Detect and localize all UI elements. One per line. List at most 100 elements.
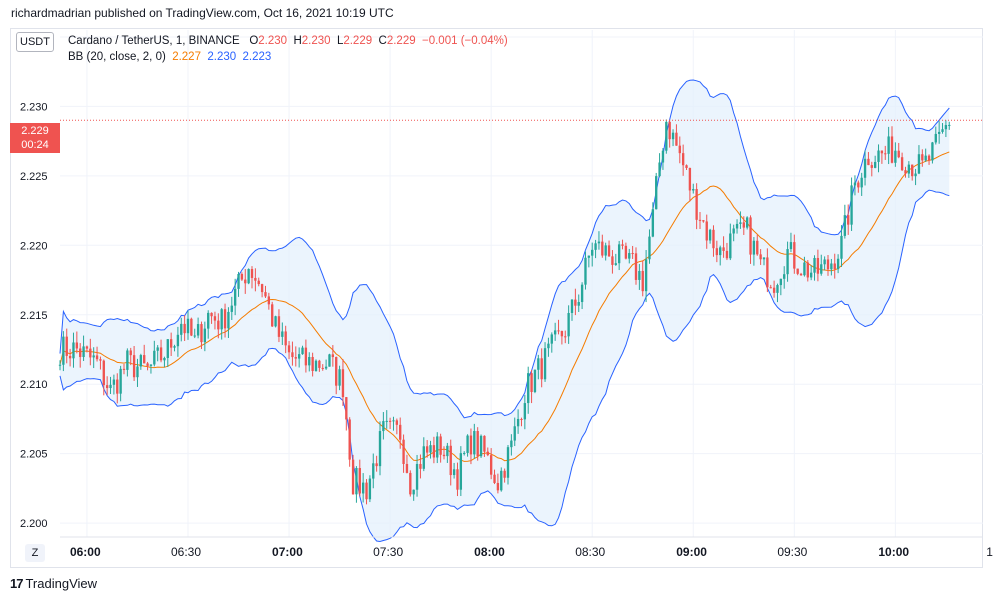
candle-body	[132, 355, 136, 378]
candle-body	[553, 330, 557, 335]
candle-body	[712, 229, 715, 249]
candle-body	[200, 324, 203, 343]
candle-body	[321, 367, 324, 369]
candle-body	[587, 255, 591, 258]
x-tick-label: 10:00	[878, 545, 909, 559]
candle-body	[244, 279, 247, 284]
candle-body	[166, 339, 169, 358]
legend-o-label: O	[249, 35, 259, 47]
bollinger-upper-band	[59, 79, 950, 419]
candle-body	[220, 309, 223, 330]
candle-body	[419, 463, 422, 469]
candle-body	[159, 347, 163, 361]
x-tick-label: 06:00	[70, 545, 101, 559]
candle-body	[163, 357, 166, 361]
candle-body	[190, 318, 193, 336]
candle-body	[442, 454, 446, 457]
candle-body	[897, 150, 900, 158]
candle-body	[281, 331, 284, 337]
currency-badge[interactable]: USDT	[16, 32, 54, 52]
candle-body	[873, 161, 877, 168]
candle-body	[489, 455, 493, 475]
x-tick-label: 07:00	[272, 545, 303, 559]
published-caption: richardmadrian published on TradingView.…	[11, 6, 394, 20]
candle-body	[567, 313, 570, 337]
candle-body	[143, 355, 146, 364]
candle-body	[705, 221, 708, 241]
candle-body	[914, 173, 917, 177]
candle-body	[217, 320, 220, 330]
candle-body	[254, 277, 257, 281]
candle-body	[341, 369, 345, 398]
candle-body	[594, 243, 597, 250]
chart-legend: Cardano / TetherUS, 1, BINANCE O2.230 H2…	[68, 35, 508, 63]
candle-body	[742, 222, 745, 228]
candle-body	[604, 245, 607, 256]
candle-body	[937, 131, 941, 134]
candle-body	[149, 364, 153, 366]
candle-body	[900, 157, 904, 171]
candle-body	[409, 472, 412, 495]
candle-body	[395, 420, 399, 425]
candle-body	[291, 352, 294, 358]
candle-body	[655, 176, 658, 210]
candle-body	[547, 343, 550, 349]
candle-body	[294, 357, 297, 359]
candle-body	[934, 133, 937, 143]
candles	[58, 119, 951, 505]
candle-body	[483, 435, 486, 452]
candle-body	[153, 350, 156, 365]
candle-body	[75, 342, 79, 349]
candle-body	[459, 453, 463, 490]
candle-body	[887, 136, 890, 154]
legend-symbol: Cardano / TetherUS, 1, BINANCE	[68, 35, 240, 47]
candle-body	[769, 287, 772, 289]
candle-body	[193, 335, 196, 337]
x-tick-label: 09:00	[676, 545, 707, 559]
candle-body	[476, 431, 479, 457]
candle-body	[907, 164, 911, 174]
candle-body	[688, 167, 692, 191]
legend-bb-basis: 2.227	[172, 51, 201, 63]
candle-body	[116, 379, 119, 394]
legend-bb-line: BB (20, close, 2, 0) 2.227 2.230 2.223	[68, 51, 508, 63]
candle-body	[385, 420, 388, 422]
candle-body	[105, 385, 109, 389]
candle-body	[429, 445, 432, 453]
candle-body	[169, 339, 173, 348]
candle-body	[786, 249, 789, 275]
candle-body	[466, 435, 469, 453]
candle-body	[449, 445, 452, 476]
candle-body	[634, 253, 638, 280]
candle-body	[456, 469, 459, 490]
candle-body	[884, 153, 887, 155]
candle-body	[223, 309, 227, 329]
tradingview-brand[interactable]: 17 TradingView	[10, 576, 97, 591]
candle-body	[823, 259, 826, 265]
candle-body	[422, 446, 425, 469]
candle-body	[725, 250, 729, 259]
candle-body	[210, 312, 213, 317]
candle-body	[267, 296, 271, 305]
candle-body	[931, 142, 934, 161]
candle-body	[479, 435, 483, 457]
candle-body	[540, 358, 543, 380]
candle-body	[378, 431, 382, 467]
candle-body	[523, 403, 527, 420]
candle-body	[527, 373, 530, 404]
candle-body	[274, 316, 277, 327]
candle-body	[304, 347, 308, 366]
candle-body	[513, 426, 516, 441]
candle-body	[473, 431, 476, 455]
candle-body	[628, 253, 631, 259]
x-tick-label: 06:30	[171, 545, 201, 559]
candle-body	[399, 424, 402, 440]
legend-high: 2.230	[301, 35, 331, 47]
candle-body	[318, 360, 321, 368]
timezone-button[interactable]: Z	[25, 544, 45, 562]
candle-body	[793, 242, 796, 269]
candle-body	[749, 217, 752, 255]
candle-body	[412, 489, 415, 495]
